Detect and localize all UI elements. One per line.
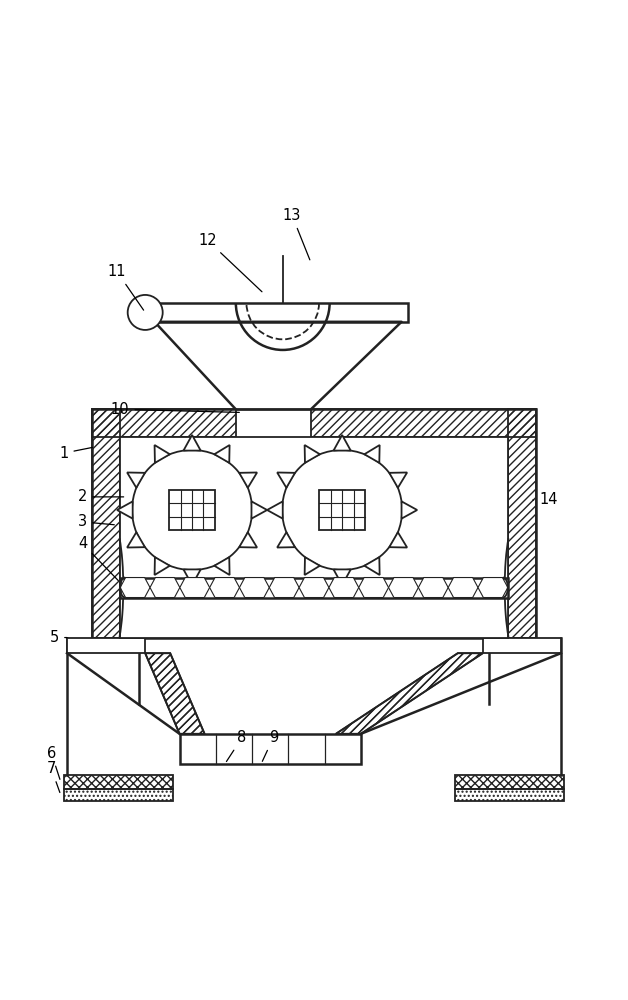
Polygon shape (183, 569, 201, 585)
Bar (180, 734, 361, 764)
Polygon shape (117, 501, 133, 519)
Text: 11: 11 (108, 264, 144, 310)
Polygon shape (120, 578, 150, 598)
Circle shape (127, 295, 163, 330)
Text: 8: 8 (227, 730, 247, 762)
Text: 5: 5 (50, 630, 67, 645)
Polygon shape (333, 435, 351, 451)
Bar (319, 490, 365, 530)
Polygon shape (154, 322, 401, 409)
Text: 4: 4 (78, 536, 118, 581)
Bar (67, 638, 145, 653)
Polygon shape (305, 557, 320, 575)
Bar (508, 409, 536, 638)
Polygon shape (478, 578, 508, 598)
Circle shape (282, 450, 402, 570)
Polygon shape (127, 472, 145, 488)
Polygon shape (214, 557, 230, 575)
Polygon shape (448, 578, 478, 598)
Bar (64, 789, 173, 801)
Bar (64, 775, 173, 789)
Polygon shape (145, 653, 205, 734)
Polygon shape (333, 569, 351, 585)
Text: 2: 2 (78, 489, 124, 504)
Polygon shape (401, 501, 417, 519)
Bar (92, 409, 120, 638)
Polygon shape (150, 578, 180, 598)
Bar (170, 490, 215, 530)
Text: 1: 1 (59, 446, 92, 461)
Bar (455, 775, 564, 789)
Polygon shape (329, 578, 359, 598)
Polygon shape (389, 578, 418, 598)
Bar (148, 303, 408, 322)
Polygon shape (214, 445, 230, 463)
Text: 14: 14 (533, 492, 558, 508)
Polygon shape (180, 578, 210, 598)
Circle shape (132, 450, 252, 570)
Text: 9: 9 (263, 730, 278, 761)
Polygon shape (364, 445, 380, 463)
Polygon shape (210, 578, 239, 598)
Polygon shape (154, 445, 170, 463)
Polygon shape (269, 578, 299, 598)
Polygon shape (251, 501, 267, 519)
Text: 12: 12 (198, 233, 262, 292)
Text: 13: 13 (283, 208, 310, 260)
Polygon shape (359, 578, 389, 598)
Text: 6: 6 (46, 746, 60, 779)
Bar (120, 437, 508, 638)
Polygon shape (364, 557, 380, 575)
Polygon shape (299, 578, 329, 598)
Polygon shape (277, 472, 295, 488)
Bar (455, 789, 564, 801)
Text: 3: 3 (78, 514, 114, 529)
Bar (483, 638, 561, 653)
Polygon shape (389, 532, 407, 548)
Bar (120, 578, 508, 598)
Polygon shape (239, 532, 257, 548)
Bar (92, 409, 536, 638)
Text: 10: 10 (111, 402, 239, 417)
Polygon shape (239, 578, 269, 598)
Polygon shape (239, 472, 257, 488)
Polygon shape (305, 445, 320, 463)
Bar (311, 409, 536, 437)
Polygon shape (154, 557, 170, 575)
Polygon shape (267, 501, 283, 519)
Text: 7: 7 (46, 761, 60, 792)
Polygon shape (277, 532, 295, 548)
Polygon shape (389, 472, 407, 488)
Bar (92, 409, 236, 437)
Polygon shape (127, 532, 145, 548)
Polygon shape (183, 435, 201, 451)
Polygon shape (418, 578, 448, 598)
Polygon shape (336, 653, 483, 734)
